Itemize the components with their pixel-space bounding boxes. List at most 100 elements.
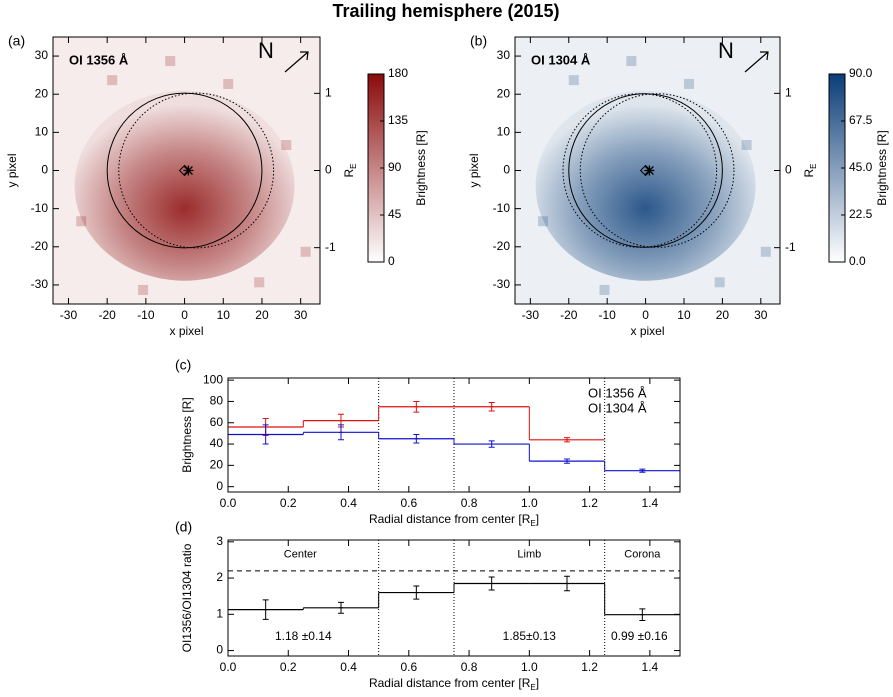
y2-axis-label-main: R [342, 169, 356, 178]
disk-outline-shifted [579, 93, 735, 248]
colorbar-tick-label: 0.0 [849, 254, 866, 268]
y-axis-label: y pixel [5, 153, 19, 187]
x-tick-label: 0.4 [340, 496, 357, 510]
y-tick-label: 20 [497, 86, 511, 100]
y-tick-label: -10 [31, 201, 49, 215]
pixel-blob [568, 75, 579, 86]
error-bar [338, 601, 344, 614]
x-tick-label: 0.8 [461, 496, 478, 510]
x-axis-label: x pixel [630, 324, 664, 338]
y-axis-label: y pixel [467, 153, 481, 187]
y2-axis-label-sub: E [349, 163, 358, 168]
pixel-blob [683, 78, 694, 89]
colorbar-tick-label: 45 [388, 207, 402, 221]
y2-axis-label-main: R [802, 169, 816, 178]
x-tick-label: 10 [677, 308, 691, 322]
pixel-blob [300, 246, 311, 257]
x-tick-label: 0.0 [220, 660, 237, 674]
y-tick-label: 20 [35, 86, 49, 100]
x-tick-label: 10 [217, 308, 231, 322]
annotation: 0.99 ±0.16 [611, 629, 668, 643]
y2-tick-label: 0 [325, 163, 332, 177]
emission [74, 90, 295, 281]
colorbar-tick-label: 67.5 [849, 113, 873, 127]
pixel-blob [714, 277, 725, 288]
disk-outline-shifted [562, 93, 718, 248]
colorbar-label: Brightness [R] [414, 130, 428, 205]
error-bar [338, 424, 344, 441]
north-arrow [744, 51, 769, 73]
colorbar-tick-label: 0 [388, 254, 395, 268]
x-tick-label: 0.8 [461, 660, 478, 674]
x-axis-label-sub: E [530, 683, 535, 692]
x-axis-label: Radial distance from center [RE] [369, 512, 539, 528]
plot-frame [227, 377, 681, 493]
y2-tick-label: 0 [785, 163, 792, 177]
y-tick-label: 0 [216, 643, 223, 657]
y-tick-label: 0 [41, 163, 48, 177]
plot-frame [227, 539, 681, 657]
x-tick-label: 1.2 [581, 496, 598, 510]
error-bar [488, 440, 495, 448]
x-tick-label: 0.6 [400, 660, 417, 674]
region-label: Corona [624, 548, 661, 560]
y-tick-label: -30 [31, 277, 49, 291]
x-tick-label: -30 [60, 308, 78, 322]
image [53, 37, 320, 304]
error-bar [564, 437, 570, 443]
y2-tick-label: 1 [325, 86, 332, 100]
pixel-blob [165, 56, 176, 67]
x-tick-label: -10 [137, 308, 155, 322]
x-tick-label: 0.2 [280, 496, 297, 510]
y2-tick-label: -1 [785, 240, 796, 254]
pixel-blob [760, 246, 771, 257]
pixel-blob [223, 78, 234, 89]
y-tick-label: 3 [216, 534, 223, 548]
error-bar [413, 585, 420, 600]
x-tick-label: 0 [181, 308, 188, 322]
x-tick-label: 20 [255, 308, 269, 322]
panel-label: (c) [175, 357, 191, 373]
y-tick-label: 10 [497, 125, 511, 139]
x-tick-label: -10 [599, 308, 617, 322]
y-tick-label: -30 [493, 277, 511, 291]
colorbar-tick-label: 45.0 [849, 160, 873, 174]
colorbar-tick-label: 90.0 [849, 66, 873, 80]
x-tick-label: 30 [754, 308, 768, 322]
x-tick-label: 20 [716, 308, 730, 322]
error-bar [488, 576, 495, 591]
y-tick-label: -20 [493, 239, 511, 253]
y-tick-label: 20 [210, 458, 224, 472]
x-tick-label: -20 [560, 308, 578, 322]
colorbar-tick-label: 180 [388, 66, 408, 80]
y2-tick-label: 1 [785, 86, 792, 100]
region-label: Limb [517, 548, 541, 560]
legend-entry: OI 1356 Å [588, 385, 647, 400]
y-tick-label: 1 [216, 606, 223, 620]
x-axis-label-end: ] [536, 512, 539, 526]
y-tick-label: 80 [210, 394, 224, 408]
y-tick-label: 0 [503, 163, 510, 177]
pixel-blob [741, 139, 752, 150]
y-tick-label: 40 [210, 436, 224, 450]
error-bar [639, 468, 646, 473]
pixel-blob [599, 284, 610, 295]
annotation: 1.85±0.13 [503, 629, 557, 643]
annotation: 1.18 ±0.14 [275, 629, 332, 643]
y-tick-label: 0 [216, 479, 223, 493]
error-bar [639, 608, 646, 621]
error-bar [564, 458, 570, 464]
y-tick-label: 60 [210, 415, 224, 429]
error-bar [262, 599, 269, 620]
center-asterisk [183, 165, 194, 176]
x-axis-label: x pixel [169, 324, 203, 338]
y-tick-label: -20 [31, 239, 49, 253]
y-tick-label: 10 [35, 125, 49, 139]
error-bar [413, 433, 420, 444]
y-tick-label: 2 [216, 570, 223, 584]
x-tick-label: 0 [642, 308, 649, 322]
pixel-blob [76, 216, 87, 227]
error-bar [262, 424, 269, 445]
y2-axis-label: RE [342, 163, 358, 177]
x-tick-label: 1.4 [642, 496, 659, 510]
